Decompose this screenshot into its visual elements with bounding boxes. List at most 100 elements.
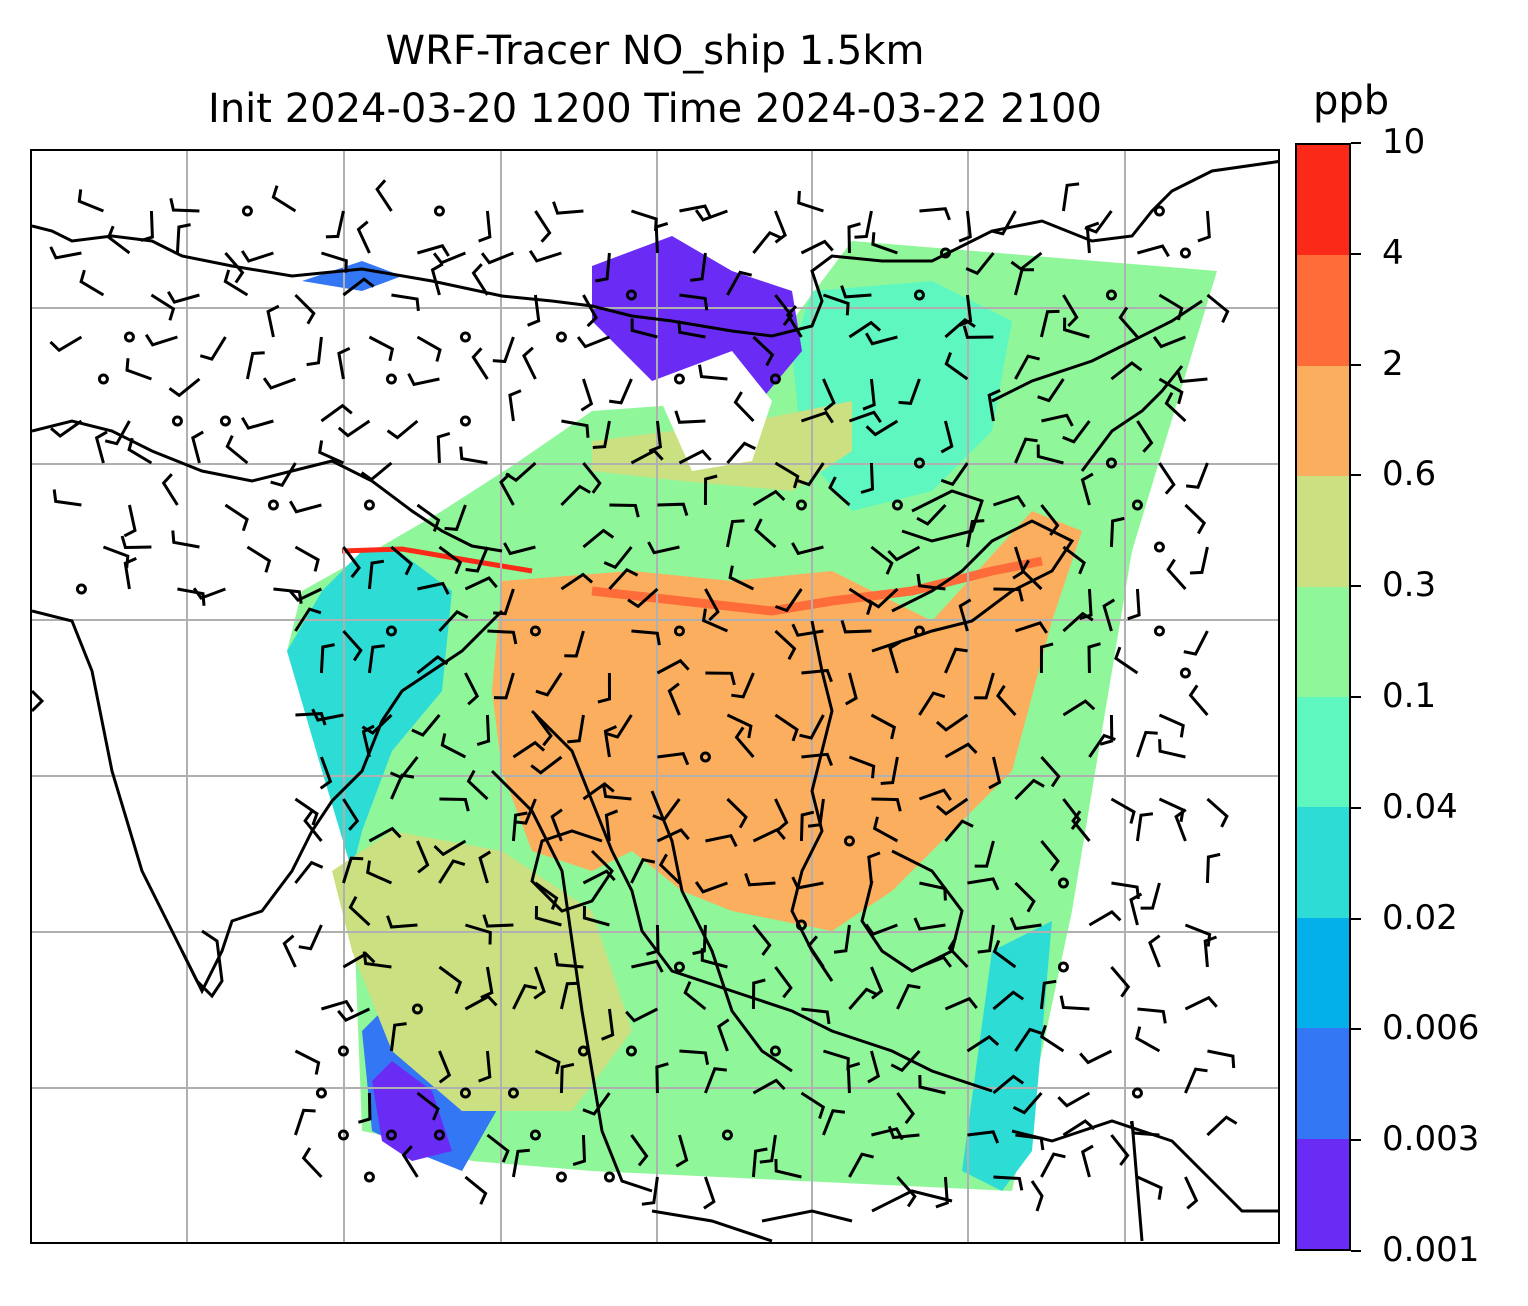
calm-wind-marker <box>1131 1087 1143 1099</box>
wind-barb <box>608 567 639 591</box>
wind-barb <box>1041 413 1074 427</box>
wind-barb <box>896 1092 915 1125</box>
wind-barb <box>1037 378 1065 403</box>
wind-barb <box>559 1062 575 1094</box>
calm-wind-marker <box>891 499 903 511</box>
wind-barb <box>1079 1049 1113 1065</box>
wind-barb <box>245 351 265 380</box>
wind-barb <box>919 881 947 901</box>
wind-barb <box>731 672 755 699</box>
wind-barb <box>1135 812 1154 842</box>
wind-barb <box>654 221 669 254</box>
wind-barb <box>294 607 322 632</box>
wind-barb <box>751 1147 768 1178</box>
wind-barb <box>438 545 463 575</box>
calm-wind-marker <box>1153 625 1165 637</box>
wind-barb <box>940 420 954 454</box>
wind-barb <box>848 320 882 339</box>
wind-barb <box>224 252 245 284</box>
wind-barb <box>698 364 728 381</box>
wind-barb <box>1039 979 1057 1010</box>
colorbar-tick <box>1351 917 1361 920</box>
wind-barb <box>368 335 395 362</box>
wind-barb <box>273 587 303 604</box>
wind-barb <box>386 915 418 929</box>
wind-barb <box>199 336 227 361</box>
wind-barb <box>705 833 738 848</box>
colorbar-tick <box>1351 1028 1361 1031</box>
wind-barb <box>833 924 851 954</box>
wind-barb <box>553 952 584 969</box>
wind-barb <box>417 581 450 595</box>
wind-barb <box>356 220 371 254</box>
wind-barb <box>992 990 1025 1011</box>
calm-wind-marker <box>385 373 397 385</box>
wind-barb <box>940 462 969 487</box>
wind-barb <box>988 756 1002 790</box>
wind-barb <box>375 179 393 212</box>
field-band-0.6 <box>492 511 1082 931</box>
colorbar-tick-label: 10 <box>1382 122 1426 162</box>
wind-barb <box>530 755 563 775</box>
wind-barb <box>656 658 690 675</box>
calm-wind-marker <box>673 373 685 385</box>
wind-barb <box>752 827 786 843</box>
wind-barb <box>916 573 946 591</box>
wind-barb <box>386 419 419 440</box>
wind-barb <box>298 924 323 951</box>
wind-barb <box>123 504 137 538</box>
wind-barb <box>464 923 492 945</box>
wind-barb <box>289 587 323 603</box>
wind-barb <box>694 209 728 222</box>
wind-barb <box>319 756 333 790</box>
calm-wind-marker <box>795 499 807 511</box>
wind-barb <box>647 541 680 555</box>
wind-barb <box>1012 1092 1043 1115</box>
wind-barb <box>482 914 514 928</box>
wind-barb <box>528 249 562 263</box>
calm-wind-marker <box>459 331 471 343</box>
calm-wind-marker <box>315 1087 327 1099</box>
wind-barb <box>918 955 952 969</box>
wind-barb <box>1013 268 1034 296</box>
wind-barb <box>1039 309 1060 338</box>
calm-wind-marker <box>769 1045 781 1057</box>
wind-barb <box>725 519 745 548</box>
wind-barb <box>534 210 552 243</box>
wind-barb <box>439 797 470 812</box>
wind-barb <box>1062 317 1090 339</box>
wind-barb <box>348 895 371 927</box>
calm-wind-marker <box>555 331 567 343</box>
wind-barb <box>785 305 803 338</box>
wind-barb <box>1197 210 1211 243</box>
wind-barb <box>935 1176 949 1209</box>
wind-barb <box>992 495 1026 508</box>
calm-wind-marker <box>241 205 253 217</box>
wind-barb <box>1061 182 1080 212</box>
wind-barb <box>430 262 444 296</box>
calm-wind-marker <box>363 1171 375 1183</box>
wind-barb <box>944 819 974 842</box>
wind-barb <box>1110 1134 1130 1166</box>
wind-barb <box>1118 306 1139 338</box>
wind-barb <box>341 856 364 884</box>
wind-barb <box>801 752 834 767</box>
wind-barb <box>840 619 872 634</box>
wind-barb <box>564 630 585 658</box>
colorbar-tick-label: 2 <box>1382 343 1404 384</box>
wind-barb <box>342 546 361 579</box>
wind-barb <box>1039 642 1054 674</box>
wind-barb <box>266 304 280 338</box>
colorbar-tick-label: 0.02 <box>1382 897 1458 938</box>
wind-barb <box>1062 611 1094 633</box>
wind-barb <box>631 629 661 646</box>
wind-barb <box>582 905 610 927</box>
wind-barb <box>1014 881 1036 913</box>
wind-barb <box>1071 810 1091 842</box>
wind-barb <box>605 714 633 739</box>
wind-barb <box>871 797 902 812</box>
wind-barb <box>140 210 154 242</box>
wind-barb <box>840 285 872 299</box>
wind-barb <box>1188 684 1209 716</box>
wind-barb <box>1015 1133 1045 1151</box>
